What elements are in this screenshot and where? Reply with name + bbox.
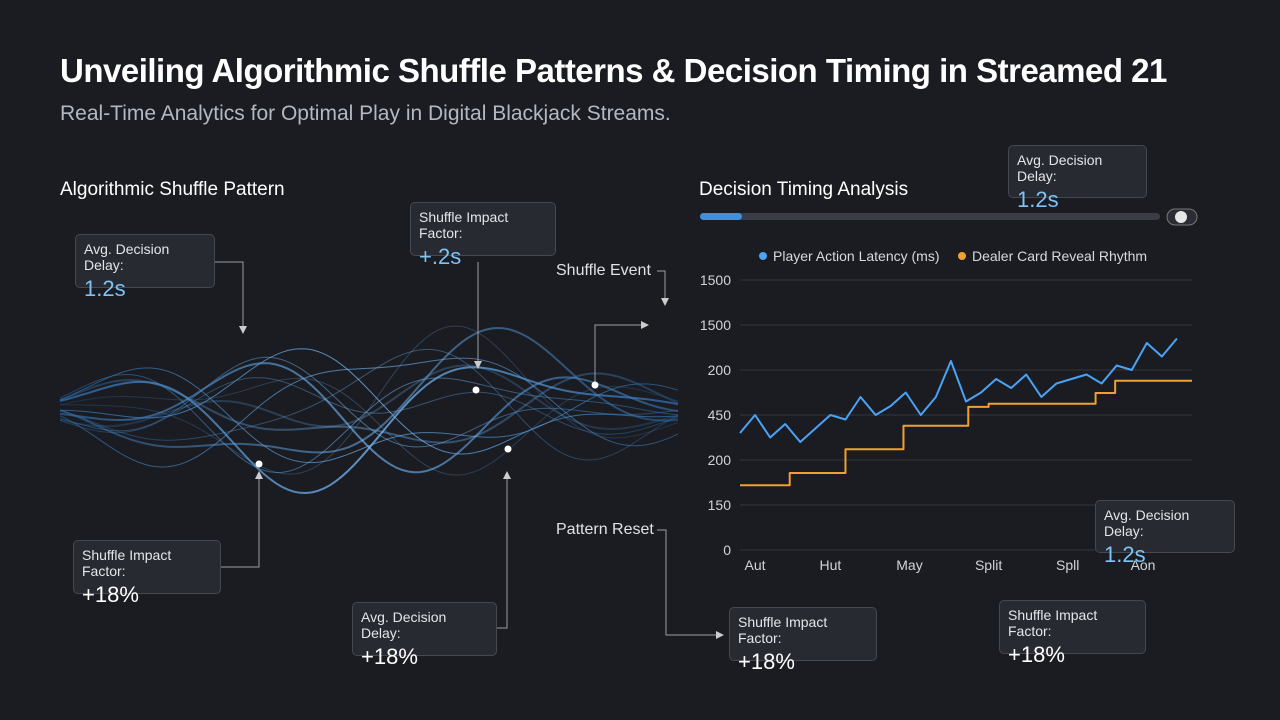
callout-value: +18%	[361, 644, 418, 669]
waves	[59, 325, 679, 495]
callout: Shuffle Impact Factor: +18%	[999, 600, 1146, 667]
callout-value: 1.2s	[1104, 542, 1146, 567]
legend-marker	[759, 252, 767, 260]
callout: Avg. Decision Delay: +18%	[352, 602, 497, 669]
wave	[59, 366, 679, 495]
callout-value: 1.2s	[84, 276, 126, 301]
section-title: Decision Timing Analysis	[699, 179, 909, 200]
callout-value: 1.2s	[1017, 187, 1059, 212]
wave	[59, 325, 679, 475]
connector	[215, 261, 247, 334]
callout-title: Avg. Decision Delay:	[84, 241, 170, 273]
y-tick-label: 0	[723, 542, 731, 558]
wave	[59, 348, 679, 455]
y-tick-label: 1500	[700, 272, 731, 288]
callout-title: Shuffle Impact Factor:	[82, 547, 172, 579]
wave	[59, 326, 679, 454]
wave	[59, 377, 679, 476]
section-title: Algorithmic Shuffle Pattern	[60, 179, 285, 200]
label: Shuffle Event	[556, 262, 651, 279]
callout-value: +.2s	[419, 244, 462, 269]
y-tick-label: 200	[708, 362, 732, 378]
toggle-knob	[1175, 211, 1187, 223]
connector	[657, 529, 724, 639]
legend-marker	[958, 252, 966, 260]
title: Unveiling Algorithmic Shuffle Patterns &…	[60, 52, 1167, 89]
callout-title: Shuffle Impact Factor:	[1008, 607, 1098, 639]
callout-title: Shuffle Impact Factor:	[419, 209, 509, 241]
callout-title: Avg. Decision Delay:	[1017, 152, 1103, 184]
callout-value: +18%	[82, 582, 139, 607]
callout-title: Avg. Decision Delay:	[361, 609, 447, 641]
connector	[594, 321, 649, 385]
x-tick-label: May	[896, 557, 922, 573]
legend-label: Dealer Card Reveal Rhythm	[972, 248, 1147, 264]
series-line	[740, 379, 1192, 487]
dot	[504, 445, 512, 453]
x-tick-label: Spll	[1056, 557, 1079, 573]
callout: Shuffle Impact Factor: +18%	[73, 540, 221, 607]
y-tick-label: 150	[708, 497, 732, 513]
y-tick-label: 450	[708, 407, 732, 423]
callout: Avg. Decision Delay: 1.2s	[1008, 145, 1147, 212]
y-tick-label: 200	[708, 452, 732, 468]
dot	[591, 381, 599, 389]
callout-value: +18%	[738, 649, 795, 674]
legend-label: Player Action Latency (ms)	[773, 248, 940, 264]
wave	[59, 357, 679, 468]
wave	[59, 348, 679, 461]
wave	[59, 367, 679, 464]
callout: Shuffle Impact Factor: +18%	[729, 607, 877, 674]
series-line	[739, 337, 1178, 443]
dot	[472, 386, 480, 394]
connector	[497, 471, 511, 629]
callout-title: Shuffle Impact Factor:	[738, 614, 828, 646]
subtitle: Real-Time Analytics for Optimal Play in …	[60, 102, 671, 125]
callout: Shuffle Impact Factor: +.2s	[410, 202, 556, 269]
dots	[255, 381, 599, 468]
callout: Avg. Decision Delay: 1.2s	[1095, 500, 1235, 567]
wave	[59, 356, 679, 448]
x-tick-label: Split	[975, 557, 1002, 573]
connector	[657, 270, 669, 306]
x-tick-label: Aut	[745, 557, 766, 573]
wave	[59, 377, 679, 435]
x-tick-label: Hut	[820, 557, 842, 573]
callout-value: +18%	[1008, 642, 1065, 667]
slider-track[interactable]	[700, 213, 1160, 220]
callout: Avg. Decision Delay: 1.2s	[75, 234, 215, 301]
y-tick-label: 1500	[700, 317, 731, 333]
callout-title: Avg. Decision Delay:	[1104, 507, 1190, 539]
x-tick-label: Aon	[1131, 557, 1156, 573]
connectors	[215, 261, 724, 639]
slider-fill	[700, 213, 742, 220]
dot	[255, 460, 263, 468]
label: Pattern Reset	[556, 521, 654, 538]
connector	[221, 471, 263, 568]
